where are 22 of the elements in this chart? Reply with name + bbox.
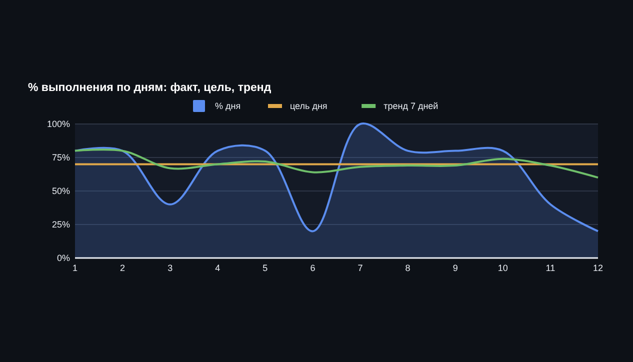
y-tick-label: 100%	[46, 119, 70, 130]
x-tick-label: 12	[592, 263, 604, 273]
x-tick-label: 9	[452, 263, 458, 273]
x-tick-label: 8	[405, 263, 410, 273]
line-series	[74, 148, 599, 179]
x-tick-label: 10	[498, 263, 508, 273]
x-tick-label: 2	[120, 263, 126, 273]
chart-title: % выполнения по дням: факт, цель, тренд	[28, 82, 272, 94]
y-tick-label: 25%	[52, 220, 70, 230]
x-tick-label: 3	[168, 263, 173, 273]
legend-label: цель дня	[290, 101, 328, 112]
y-tick-label: 50%	[52, 186, 70, 196]
x-tick-label: 5	[262, 263, 268, 273]
x-tick-label: 4	[215, 263, 220, 273]
legend-label: % дня	[215, 101, 241, 112]
x-tick-label: 6	[310, 263, 316, 273]
x-tick-label: 1	[72, 263, 78, 273]
y-tick-label: 0%	[56, 253, 70, 264]
y-tick-label: 75%	[52, 152, 70, 163]
x-tick-label: 11	[546, 263, 556, 273]
legend-label: тренд 7 дней	[384, 101, 438, 112]
x-tick-label: 7	[358, 263, 363, 273]
